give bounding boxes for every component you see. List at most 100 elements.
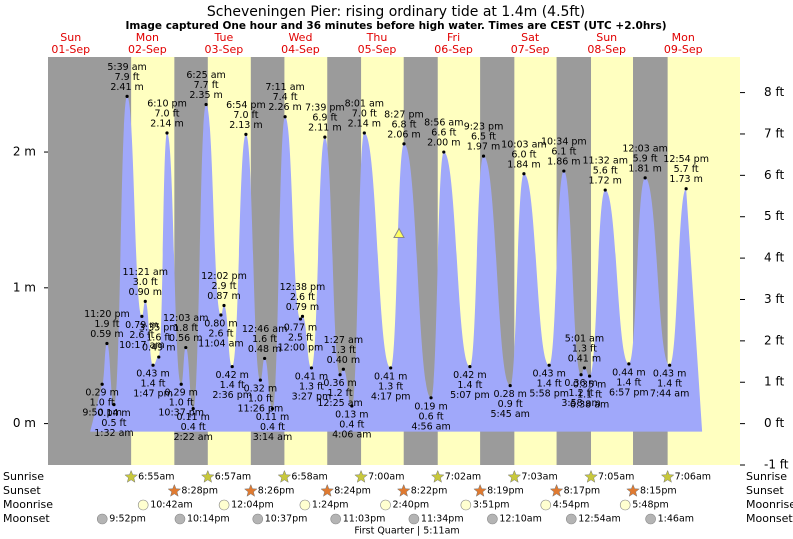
current-level [393,227,405,239]
sunset-icon [243,483,258,497]
tide-label: 0.13 m [335,409,368,420]
sunrise-time: 7:03am [521,472,557,483]
tide-label: 1.81 m [628,163,661,174]
tide-label: 2.13 m [229,120,262,131]
day-date: 08-Sep [587,43,626,56]
tide-label: 12:46 am [242,324,287,335]
moonrise-icon [299,499,311,511]
tide-label: 1.4 ft [457,380,482,391]
tide-label: 1.3 ft [299,381,324,392]
tide-label: 5.7 ft [674,164,699,175]
tide-label: 2.00 m [427,138,460,149]
tide-label: 2.11 m [308,123,341,134]
tide-label: 0.48 m [248,344,281,355]
tide-label: 0.43 m [532,369,565,380]
day-name: Tue [214,31,234,44]
tide-label: 2.06 m [387,129,420,140]
tide-label: 1.1 ft [577,390,602,401]
y-tick-label: 0 m [13,416,36,430]
day-name: Thu [366,31,388,44]
day-date: 05-Sep [358,43,397,56]
sunset-icon [549,483,564,497]
tide-label: 6.6 ft [431,128,456,139]
moonset-icon [565,513,577,525]
sunrise-icon [507,469,522,483]
tide-label: 2.14 m [150,119,183,130]
tide-label: 7.7 ft [194,80,219,91]
moonrise-icon [460,499,472,511]
tide-label: 1.3 ft [378,381,403,392]
tide-label: 6.5 ft [471,132,496,143]
row-label: Moonrise [746,498,793,511]
tide-point [300,314,305,318]
tide-point [244,132,248,136]
day-name: Wed [288,31,312,44]
moonrise-time: 2:40pm [393,500,430,511]
tide-label: 2:36 pm [212,390,252,401]
tide-label: 2.6 ft [208,328,233,339]
y2-tick-label: 1 ft [764,375,784,389]
y2-tick-label: 5 ft [764,209,784,223]
tide-label: 11:20 pm [84,309,130,320]
moonset-time: 12:10am [499,514,541,525]
tide-label: 0.56 m [169,333,202,344]
tide-label: 6.1 ft [551,147,576,158]
sunrise-time: 7:00am [368,472,404,483]
tide-label: 0.5 ft [101,418,126,429]
sunrise-icon [354,469,368,483]
tide-label: 1.9 ft [94,319,119,330]
tide-label: 9:50 pm [82,408,122,419]
tide-label: 0.79 m [286,302,319,313]
tide-point [668,363,672,367]
day-name: Sun [60,31,81,44]
tide-label: 6.9 ft [312,113,337,124]
tide-label: 1:32 am [94,428,133,439]
tide-label: 7.0 ft [352,109,377,120]
tide-point [309,366,314,370]
y-tick-label: 1 m [13,280,36,294]
tide-point [263,356,267,361]
tide-label: 11:26 pm [238,404,284,415]
tide-label: 2.5 ft [288,333,313,344]
day-date: 07-Sep [511,43,550,56]
tide-point [222,303,226,308]
tide-label: 2.26 m [268,102,301,113]
tide-label: 2.41 m [110,82,143,93]
moonrise-time: 5:48pm [632,500,669,511]
row-label: Moonset [746,512,793,525]
tide-label: 0.79 m [125,320,158,331]
moonset-time: 10:37pm [265,514,308,525]
sunrise-icon [200,469,215,483]
tide-label: 0.19 m [414,401,447,412]
tide-label: 1:27 am [324,335,363,346]
sunrise-time: 6:55am [138,472,174,483]
tide-label: 5:39 am [107,62,146,73]
tide-point [151,363,155,367]
tide-label: 5:58 pm [529,389,569,400]
tide-label: 12:25 am [317,398,362,409]
day-name: Mon [672,31,695,44]
day-name: Sun [596,31,617,44]
tide-label: 8:27 pm [384,109,424,120]
tide-point [100,382,104,386]
moonset-time: 1:46am [658,514,694,525]
tide-label: 12:02 pm [201,271,247,282]
tide-point [157,355,161,359]
chart-subtitle: Image captured One hour and 36 minutes b… [125,20,666,32]
tide-label: 12:03 am [622,143,667,154]
tide-label: 0.43 m [653,369,686,380]
tide-label: 0.29 m [164,388,197,399]
tide-label: 1.8 ft [173,323,198,334]
tide-label: 5.9 ft [633,153,658,164]
tide-label: 10:03 am [501,139,546,150]
tide-label: 12:00 pm [278,343,324,354]
tide-label: 3:58 am [561,398,600,409]
row-label: Moonset [3,512,50,525]
tide-point [298,317,303,321]
tide-label: 3.0 ft [133,277,158,288]
tide-label: 12:54 pm [663,154,709,165]
tide-point [389,366,393,370]
sunset-time: 8:19pm [487,486,524,497]
tide-label: 0.77 m [284,323,317,334]
y2-tick-label: 2 ft [764,333,784,347]
